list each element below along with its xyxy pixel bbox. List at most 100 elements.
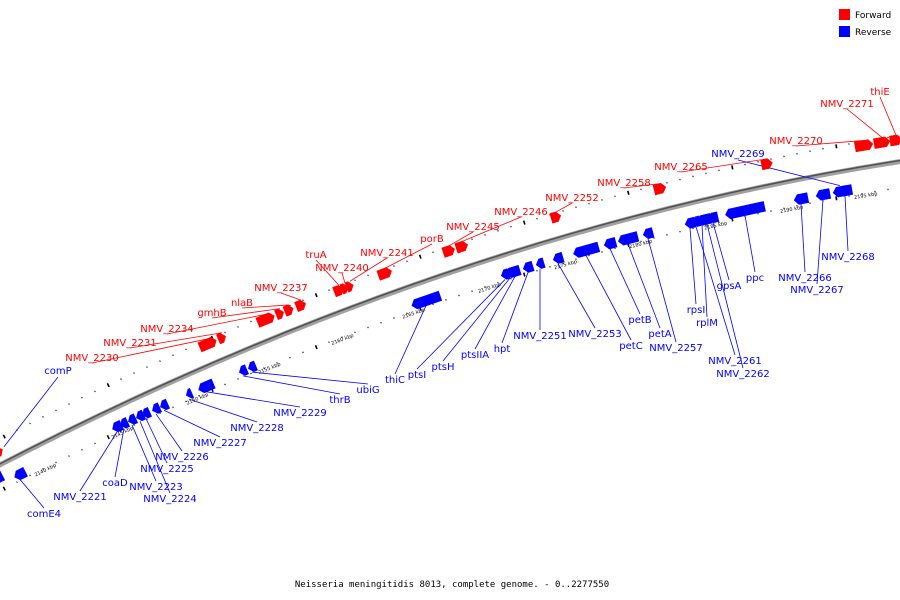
forward-gene-gmhB [274,308,285,321]
reverse-gene-leader [19,479,45,509]
reverse-position-dot [522,272,526,277]
reverse-position-dot [536,269,538,272]
reverse-position-dot [94,442,96,445]
forward-position-dot [522,220,526,225]
forward-position-dot [783,155,785,158]
reverse-position-dot [29,474,31,477]
reverse-gene-leader [163,409,221,438]
reverse-position-dot [16,481,18,483]
forward-gene-leader [680,158,768,173]
reverse-position-dot [276,361,278,364]
forward-position-dot [822,147,824,150]
reverse-gene-leader [557,263,596,329]
reverse-position-dot [328,341,330,344]
reverse-gene-petC [573,241,601,258]
forward-position-dot [432,251,434,254]
forward-gene-NMV_2241 [344,281,354,293]
forward-gene-leader [448,231,474,247]
forward-gene-fragment [0,446,3,459]
forward-gene-NMV_2240 [339,283,349,295]
reverse-gene-label: NMV_2226 [155,452,208,463]
tick-label: 2160 kbp [331,333,355,347]
forward-position-dot [484,234,486,236]
forward-gene-leader [846,108,883,138]
reverse-position-dot [601,251,603,253]
reverse-position-dot [666,234,668,236]
reverse-gene-label: NMV_2223 [129,482,182,493]
tick-label: 2195 kbp [854,191,878,201]
forward-gene-leader [555,202,573,213]
reverse-gene-ppc [725,201,766,220]
forward-position-dot [250,320,252,323]
reverse-position-dot [783,207,785,210]
reverse-gene-leader [155,413,183,452]
reverse-position-dot [42,468,44,470]
reverse-position-dot [718,221,720,224]
forward-position-dot [510,225,512,228]
forward-gene-leader [795,140,865,147]
forward-gene-leader [129,332,223,349]
forward-position-dot [406,260,408,263]
reverse-gene-NMV_2268 [837,184,854,197]
reverse-gene-leader [844,195,849,252]
reverse-gene-leader [114,428,125,478]
reverse-gene-hpt [522,260,535,273]
forward-position-dot [575,206,577,209]
reverse-position-dot [406,312,408,315]
reverse-gene-label: NMV_2251 [513,331,566,342]
reverse-gene-NMV_2257 [642,227,655,240]
reverse-gene-leader [816,199,824,285]
reverse-position-dot [354,331,356,334]
forward-position-dot [731,165,734,170]
genome-backbone [0,159,900,468]
reverse-position-dot [341,336,343,339]
reverse-gene-label: NMV_2227 [193,438,246,449]
forward-gene-label: NMV_2252 [545,193,598,204]
reverse-gene-label: thiC [385,375,405,386]
reverse-gene-NMV_2229 [198,378,216,394]
forward-position-dot [29,422,31,425]
forward-gene-porB [376,267,392,281]
reverse-gene-leader [695,226,736,356]
reverse-gene-NMV_2227 [160,398,171,411]
reverse-gene-thrB [239,364,249,376]
forward-position-dot [770,158,772,160]
reverse-gene-NMV_2226 [152,402,163,414]
reverse-gene-label: comE4 [27,509,61,520]
reverse-gene-label: NMV_2225 [140,464,193,475]
legend-swatch-forward [839,9,850,20]
forward-gene-label: NMV_2240 [315,263,368,274]
forward-gene-label: NMV_2258 [597,178,650,189]
reverse-gene-leader [251,371,369,385]
reverse-gene-leader [800,203,806,273]
forward-position-dot [146,366,148,368]
forward-gene-label: NMV_2230 [65,353,118,364]
reverse-position-dot [133,424,135,426]
reverse-position-dot [146,418,148,420]
forward-gene-leader [879,96,897,136]
forward-gene-leader [241,304,290,309]
reverse-gene-label: NMV_2221 [53,492,106,503]
reverse-gene-label: rpsI [687,305,706,316]
reverse-gene-label: thrB [329,395,350,406]
reverse-position-dot [861,192,863,195]
reverse-gene-label: NMV_2266 [778,273,831,284]
reverse-position-dot [770,210,772,212]
reverse-position-dot [185,400,187,403]
forward-gene-NMV_2230 [197,336,217,353]
reverse-gene-comE4 [14,467,28,481]
forward-gene-thiE [889,134,900,147]
forward-position-dot [302,299,304,302]
forward-gene-NMV_2265 [760,158,773,171]
reverse-gene-leader [744,215,756,273]
forward-position-dot [562,210,564,212]
tick-label: 2140 kbp [34,463,58,479]
legend-swatch-reverse [839,26,850,37]
forward-position-dot [224,331,226,334]
legend-label-reverse: Reverse [855,28,892,38]
reverse-gene-NMV_2221 [112,419,124,433]
forward-gene-label: gmhB [197,308,226,319]
reverse-gene-leader [689,228,697,305]
reverse-gene-leader [585,255,632,341]
reverse-gene-leader [205,391,301,408]
